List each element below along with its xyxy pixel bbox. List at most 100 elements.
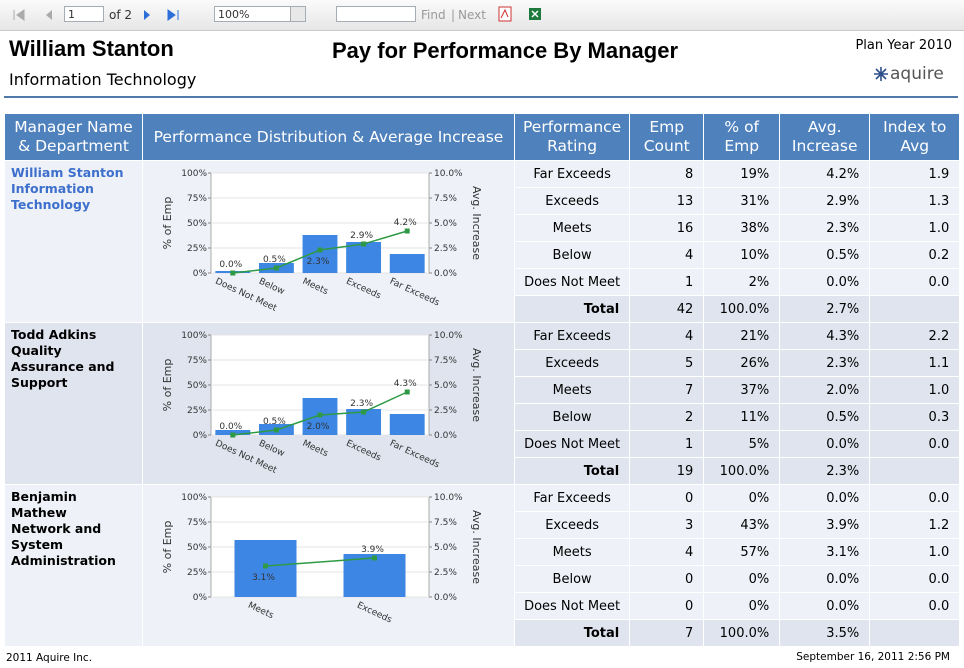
avg-increase: 0.0% [779, 484, 871, 512]
emp-count: 0 [629, 484, 705, 512]
next-page-button[interactable] [142, 9, 152, 21]
line-marker [263, 563, 268, 569]
y-tick-label: 25% [187, 406, 207, 416]
avg-increase: 4.2% [779, 160, 871, 188]
line-marker [404, 228, 410, 234]
y-tick-label: 0% [193, 269, 208, 279]
y2-tick-label: 5.0% [434, 381, 457, 391]
y-tick-label: 0% [193, 431, 208, 441]
pct-emp: 26% [703, 349, 781, 377]
pct-emp: 38% [703, 214, 781, 242]
y-tick-label: 100% [181, 169, 207, 179]
find-input[interactable] [336, 6, 416, 22]
emp-count: 1 [629, 430, 705, 458]
bar [343, 554, 406, 597]
line-value-label: 3.9% [361, 545, 384, 555]
zoom-select[interactable]: 100% [214, 6, 306, 22]
header-department: Information Technology [9, 70, 197, 89]
pct-emp: 0% [703, 565, 781, 593]
line-value-label: 2.3% [350, 399, 373, 409]
index-to-avg: 1.0 [869, 376, 961, 404]
y2-tick-label: 0.0% [434, 269, 457, 279]
x-tick-label: Far Exceeds [388, 277, 441, 309]
column-header: Manager Name & Department [4, 113, 143, 161]
index-to-avg: 1.3 [869, 187, 961, 215]
column-header: % of Emp [703, 113, 781, 161]
column-header: Avg. Increase [779, 113, 871, 161]
y-tick-label: 50% [187, 219, 207, 229]
manager-department: Network and System Administration [11, 521, 116, 568]
last-page-button[interactable] [166, 9, 180, 21]
y2-axis-label: Avg. Increase [470, 186, 483, 260]
rating: Below [513, 241, 631, 269]
chart-cell: 0% 25% 50% 75% 100% 0.0% 2.5% 5.0% 7.5% 10.0% % of… [142, 484, 515, 647]
index-to-avg: 1.0 [869, 538, 961, 566]
index-to-avg: 1.0 [869, 214, 961, 242]
y-tick-label: 25% [187, 568, 207, 578]
y2-tick-label: 2.5% [434, 568, 457, 578]
page-input[interactable]: 1 [64, 6, 104, 22]
y2-tick-label: 10.0% [434, 169, 463, 179]
page-count: of 2 [109, 8, 133, 22]
manager-department: Information Technology [11, 181, 94, 212]
total-label: Total [513, 295, 631, 323]
y2-tick-label: 2.5% [434, 406, 457, 416]
y-axis-label: % of Emp [161, 197, 174, 250]
chart-cell: 0% 25% 50% 75% 100% 0.0% 2.5% 5.0% 7.5% 10.0% % of… [142, 160, 515, 323]
performance-chart: 0% 25% 50% 75% 100% 0.0% 2.5% 5.0% 7.5% 10.0% % of… [161, 169, 483, 314]
emp-count: 0 [629, 592, 705, 620]
logo-text: aquire [890, 64, 944, 84]
pct-emp: 0% [703, 592, 781, 620]
pct-emp: 10% [703, 241, 781, 269]
toolbar: 1 of 2 100% Find | Next [0, 0, 964, 31]
avg-increase: 0.5% [779, 241, 871, 269]
avg-increase: 2.9% [779, 187, 871, 215]
x-tick-label: Meets [301, 277, 330, 298]
index-to-avg: 0.3 [869, 403, 961, 431]
y2-tick-label: 10.0% [434, 331, 463, 341]
column-header: Emp Count [629, 113, 705, 161]
y2-tick-label: 0.0% [434, 593, 457, 603]
performance-chart: 0% 25% 50% 75% 100% 0.0% 2.5% 5.0% 7.5% 10.0% % of… [161, 493, 483, 626]
y-tick-label: 0% [193, 593, 208, 603]
next-button[interactable]: Next [458, 8, 486, 22]
logo-mark [874, 67, 888, 81]
avg-increase: 4.3% [779, 322, 871, 350]
line-value-label: 2.3% [307, 257, 330, 267]
pdf-export[interactable] [498, 6, 512, 22]
rating: Meets [513, 214, 631, 242]
y2-tick-label: 5.0% [434, 543, 457, 553]
excel-export[interactable] [528, 6, 542, 22]
y-tick-label: 100% [181, 331, 207, 341]
y-axis-label: % of Emp [161, 521, 174, 574]
index-to-avg: 0.2 [869, 241, 961, 269]
x-tick-label: Exceeds [355, 601, 393, 626]
y-tick-label: 75% [187, 194, 207, 204]
prev-page-button[interactable] [44, 9, 54, 21]
plan-year: Plan Year 2010 [855, 38, 952, 53]
total-increase: 2.3% [779, 457, 871, 485]
rating: Does Not Meet [513, 430, 631, 458]
header-rule [4, 96, 958, 98]
index-to-avg: 2.2 [869, 322, 961, 350]
y-tick-label: 50% [187, 543, 207, 553]
line-marker [361, 409, 367, 415]
index-to-avg: 0.0 [869, 268, 961, 296]
line-marker [230, 270, 236, 276]
pct-emp: 11% [703, 403, 781, 431]
line-value-label: 0.0% [219, 260, 242, 270]
y2-axis-label: Avg. Increase [470, 510, 483, 584]
first-page-button[interactable] [12, 9, 26, 21]
y-tick-label: 100% [181, 493, 207, 503]
header-row: Manager Name & Department Performance Dis… [4, 113, 961, 161]
y-tick-label: 75% [187, 356, 207, 366]
rating: Exceeds [513, 349, 631, 377]
find-button[interactable]: Find [421, 8, 446, 22]
line-value-label: 2.9% [350, 231, 373, 241]
pct-emp: 19% [703, 160, 781, 188]
emp-count: 8 [629, 160, 705, 188]
empty-cell [869, 295, 961, 323]
manager-name: Benjamin Mathew [11, 489, 77, 520]
emp-count: 4 [629, 322, 705, 350]
emp-count: 2 [629, 403, 705, 431]
